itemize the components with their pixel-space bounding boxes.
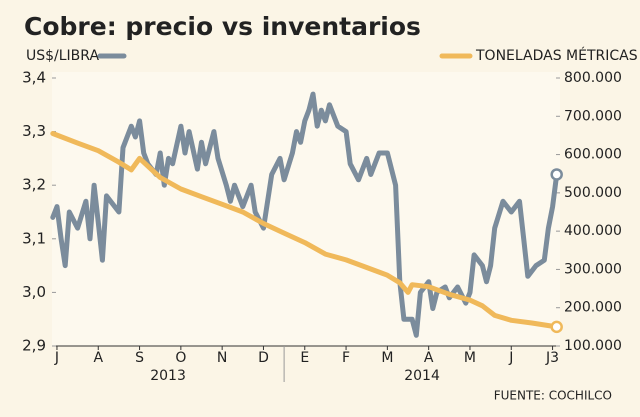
x-tick-label: A [424,350,434,366]
x-tick-label: M [464,350,476,366]
y2-tick-label: 700.000 [564,108,622,124]
x-tick-label: S [135,350,144,366]
y2-tick-label: 800.000 [564,70,622,86]
x-tick-label: M [381,350,393,366]
y-tick-label: 3,2 [22,176,46,194]
source: FUENTE: COCHILCO [494,389,612,403]
x-tick-label: E [300,350,309,366]
series-line [50,91,560,338]
y-tick-label: 2,9 [22,337,46,355]
series-line [50,131,560,330]
x-tick-label: O [175,350,186,366]
y2-tick-label: 600.000 [564,147,622,163]
x-tick-label: N [217,350,227,366]
x-tick-label: J3 [545,350,559,366]
y2-tick-label: 100.000 [564,338,622,354]
end-marker [550,320,563,334]
y-tick-label: 3,0 [22,283,46,301]
end-marker [550,168,563,181]
y-tick-label: 3,4 [22,69,46,87]
x-tick-label: F [342,350,350,366]
year-label: 2013 [150,368,186,384]
x-tick-label: J [54,350,59,366]
y-tick-label: 3,1 [22,229,46,247]
y2-tick-label: 400.000 [564,223,622,239]
x-tick-label: A [93,350,103,366]
chart-title: Cobre: precio vs inventarios [24,12,421,41]
y2-tick-label: 200.000 [564,300,622,316]
x-tick-label: D [258,350,269,366]
year-label: 2014 [404,368,440,384]
legend-label: TONELADAS MÉTRICAS [475,47,638,64]
y-tick-label: 3,3 [22,122,46,140]
x-tick-label: J [508,350,513,366]
y2-tick-label: 500.000 [564,185,622,201]
legend-label: US$/LIBRA [26,48,99,64]
y2-tick-label: 300.000 [564,261,622,277]
